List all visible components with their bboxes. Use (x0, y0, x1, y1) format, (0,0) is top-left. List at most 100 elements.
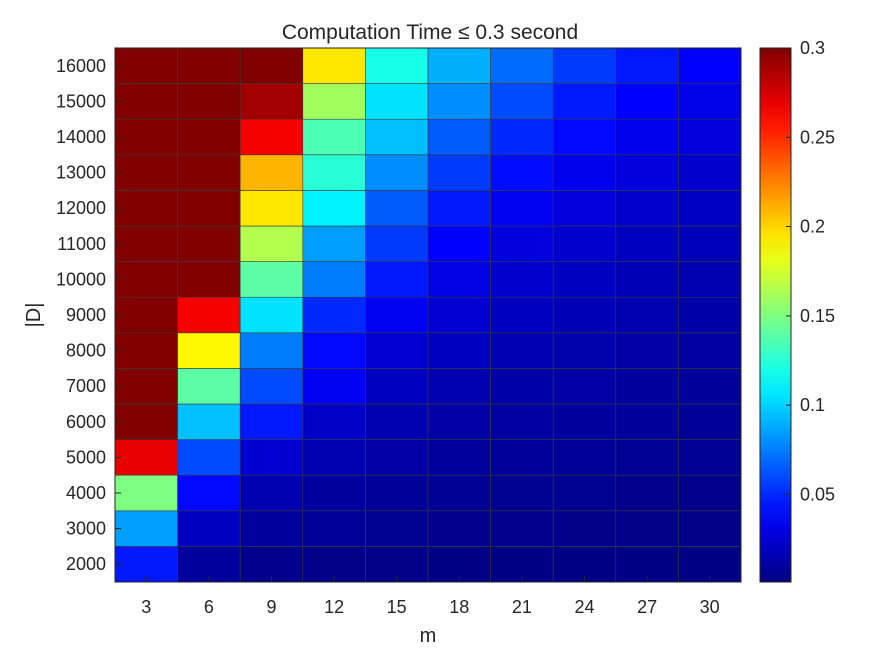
heatmap-cell (114, 261, 178, 298)
y-tick-label: 15000 (56, 91, 106, 111)
heatmap-cell (239, 403, 304, 440)
heatmap-cell (114, 368, 178, 405)
heatmap-cell (365, 47, 429, 84)
chart-title: Computation Time ≤ 0.3 second (282, 21, 578, 44)
y-tick-label: 10000 (56, 269, 106, 289)
heatmap-cell (239, 47, 304, 84)
y-tick-label: 13000 (56, 163, 106, 183)
heatmap-cell (427, 439, 491, 476)
heatmap-cell (302, 403, 366, 440)
heatmap-cell (615, 332, 679, 369)
heatmap-cell (302, 261, 366, 298)
heatmap-cell (177, 154, 241, 191)
y-tick-label: 16000 (56, 56, 106, 76)
colorbar-tick-label: 0.3 (800, 38, 825, 58)
heatmap-cell (490, 83, 554, 120)
heatmap-cell (615, 118, 679, 156)
heatmap-cell (615, 296, 679, 334)
heatmap-cell (615, 439, 679, 476)
heatmap-cell (302, 190, 366, 227)
heatmap-cell (615, 83, 679, 120)
heatmap-cell (177, 83, 241, 120)
colorbar (759, 47, 792, 583)
heatmap-cell (302, 154, 366, 191)
heatmap-cell (239, 439, 304, 476)
heatmap-cell (365, 83, 429, 120)
heatmap-cell (114, 439, 178, 476)
colorbar-tick-label: 0.2 (800, 217, 825, 237)
heatmap-cell (177, 47, 241, 84)
y-axis-label: |D| (23, 303, 45, 328)
y-tick-label: 4000 (66, 483, 106, 503)
heatmap-cell (678, 439, 742, 476)
y-axis-ticks: 2000 3000 4000 5000 6000 7000 8000 9000 10000 110… (56, 56, 121, 574)
heatmap-cell (114, 225, 178, 262)
heatmap-cell (177, 261, 241, 298)
heatmap-cell (177, 510, 241, 547)
heatmap-cell (365, 510, 429, 547)
heatmap-cell (678, 368, 742, 405)
colorbar-tick-label: 0.15 (800, 306, 835, 326)
heatmap-cell (552, 225, 617, 262)
heatmap-cell (302, 296, 366, 334)
heatmap-cell (678, 118, 742, 156)
heatmap-cell (302, 332, 366, 369)
heatmap-cell (177, 225, 241, 262)
heatmap-cell (114, 118, 178, 156)
heatmap-cell (678, 296, 742, 334)
heatmap-cell (552, 47, 617, 84)
heatmap-cell (552, 403, 617, 440)
heatmap-cell (239, 261, 304, 298)
x-tick-label: 18 (449, 597, 469, 617)
heatmap-cell (177, 118, 241, 156)
heatmap-cell (678, 261, 742, 298)
heatmap-cell (239, 368, 304, 405)
heatmap-cell (365, 225, 429, 262)
x-tick-label: 21 (512, 597, 532, 617)
heatmap-cell (678, 474, 742, 512)
heatmap-cell (114, 154, 178, 191)
heatmap-cell (177, 190, 241, 227)
x-tick-label: 30 (700, 597, 720, 617)
heatmap-cell (427, 368, 491, 405)
heatmap-cell (678, 83, 742, 120)
heatmap-cell (114, 190, 178, 227)
heatmap-cell (427, 225, 491, 262)
heatmap-cell (177, 403, 241, 440)
heatmap-cell (490, 190, 554, 227)
heatmap-cell (365, 403, 429, 440)
heatmap-cell (239, 118, 304, 156)
y-tick-label: 6000 (66, 412, 106, 432)
heatmap-cell (490, 368, 554, 405)
y-tick-label: 12000 (56, 198, 106, 218)
x-tick-label: 9 (266, 597, 276, 617)
heatmap-cell (239, 474, 304, 512)
heatmap-cell (365, 154, 429, 191)
heatmap-cell (678, 47, 742, 84)
heatmap-cell (114, 296, 178, 334)
colorbar-tick-label: 0.05 (800, 484, 835, 504)
heatmap-cell (239, 510, 304, 547)
heatmap-cell (552, 474, 617, 512)
heatmap-cell (490, 154, 554, 191)
heatmap-cell (678, 403, 742, 440)
heatmap-cell (427, 261, 491, 298)
x-tick-label: 3 (141, 597, 151, 617)
heatmap-cell (239, 332, 304, 369)
heatmap-cell (177, 368, 241, 405)
heatmap-cell (239, 296, 304, 334)
heatmap-cell (177, 332, 241, 369)
heatmap-cell (490, 296, 554, 334)
heatmap-cell (490, 474, 554, 512)
heatmap-cell (365, 368, 429, 405)
y-tick-label: 14000 (56, 127, 106, 147)
x-tick-label: 12 (324, 597, 344, 617)
x-tick-label: 6 (204, 597, 214, 617)
heatmap-cell (177, 296, 241, 334)
heatmap-cell (615, 225, 679, 262)
x-axis-label: m (420, 625, 437, 647)
heatmap-cell (427, 403, 491, 440)
heatmap-cell (365, 332, 429, 369)
heatmap-cell (678, 332, 742, 369)
heatmap-cell (239, 154, 304, 191)
